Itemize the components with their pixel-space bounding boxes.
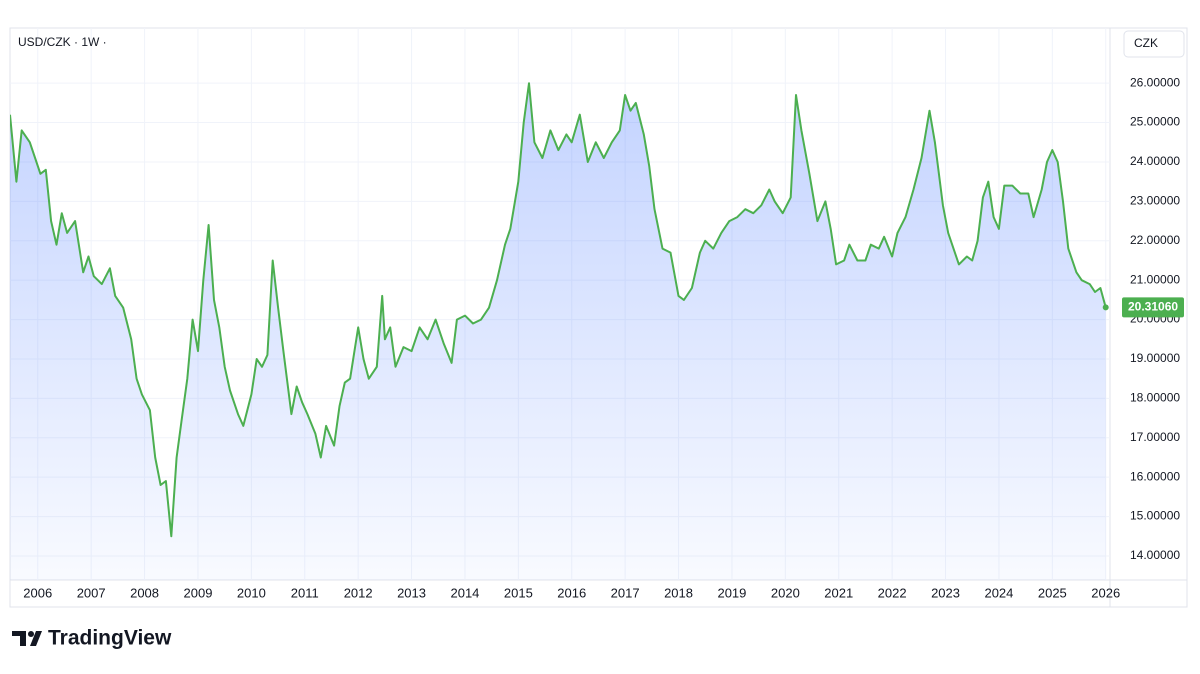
x-tick-label: 2009 — [184, 585, 213, 600]
symbol-legend: USD/CZK · 1W · — [18, 35, 107, 49]
x-tick-label: 2015 — [504, 585, 533, 600]
x-tick-label: 2007 — [77, 585, 106, 600]
y-tick-label: 22.00000 — [1130, 233, 1180, 247]
area-fill — [10, 83, 1106, 580]
x-tick-label: 2026 — [1091, 585, 1120, 600]
y-tick-label: 25.00000 — [1130, 115, 1180, 129]
price-line — [10, 82, 1107, 538]
x-tick-label: 2023 — [931, 585, 960, 600]
x-tick-label: 2010 — [237, 585, 266, 600]
x-tick-label: 2021 — [824, 585, 853, 600]
y-tick-label: 24.00000 — [1130, 154, 1180, 168]
y-tick-label: 19.00000 — [1130, 351, 1180, 365]
y-tick-label: 26.00000 — [1130, 75, 1180, 89]
y-tick-label: 16.00000 — [1130, 469, 1180, 483]
x-tick-label: 2022 — [878, 585, 907, 600]
x-tick-label: 2019 — [717, 585, 746, 600]
y-tick-label: 18.00000 — [1130, 391, 1180, 405]
currency-button[interactable] — [1123, 30, 1185, 58]
x-tick-label: 2025 — [1038, 585, 1067, 600]
last-price-label: 20.31060 — [1128, 299, 1178, 313]
y-tick-label: 15.00000 — [1130, 509, 1180, 523]
brand-logo — [12, 631, 42, 646]
y-tick-label: 23.00000 — [1130, 194, 1180, 208]
y-tick-label: 17.00000 — [1130, 430, 1180, 444]
x-tick-label: 2011 — [291, 585, 319, 600]
x-tick-label: 2024 — [984, 585, 1013, 600]
last-point — [1102, 304, 1109, 311]
x-tick-label: 2020 — [771, 585, 800, 600]
x-tick-label: 2016 — [557, 585, 586, 600]
x-tick-label: 2008 — [130, 585, 159, 600]
last-price-tag — [1122, 297, 1184, 318]
x-tick-label: 2018 — [664, 585, 693, 600]
brand-name: TradingView — [48, 627, 172, 650]
y-tick-label: 21.00000 — [1130, 272, 1180, 286]
x-tick-label: 2006 — [23, 585, 52, 600]
x-tick-label: 2014 — [450, 585, 479, 600]
x-tick-label: 2013 — [397, 585, 426, 600]
x-tick-label: 2017 — [611, 585, 640, 600]
y-tick-label: 14.00000 — [1130, 548, 1180, 562]
currency-label[interactable]: CZK — [1134, 36, 1158, 50]
x-tick-label: 2012 — [344, 585, 373, 600]
